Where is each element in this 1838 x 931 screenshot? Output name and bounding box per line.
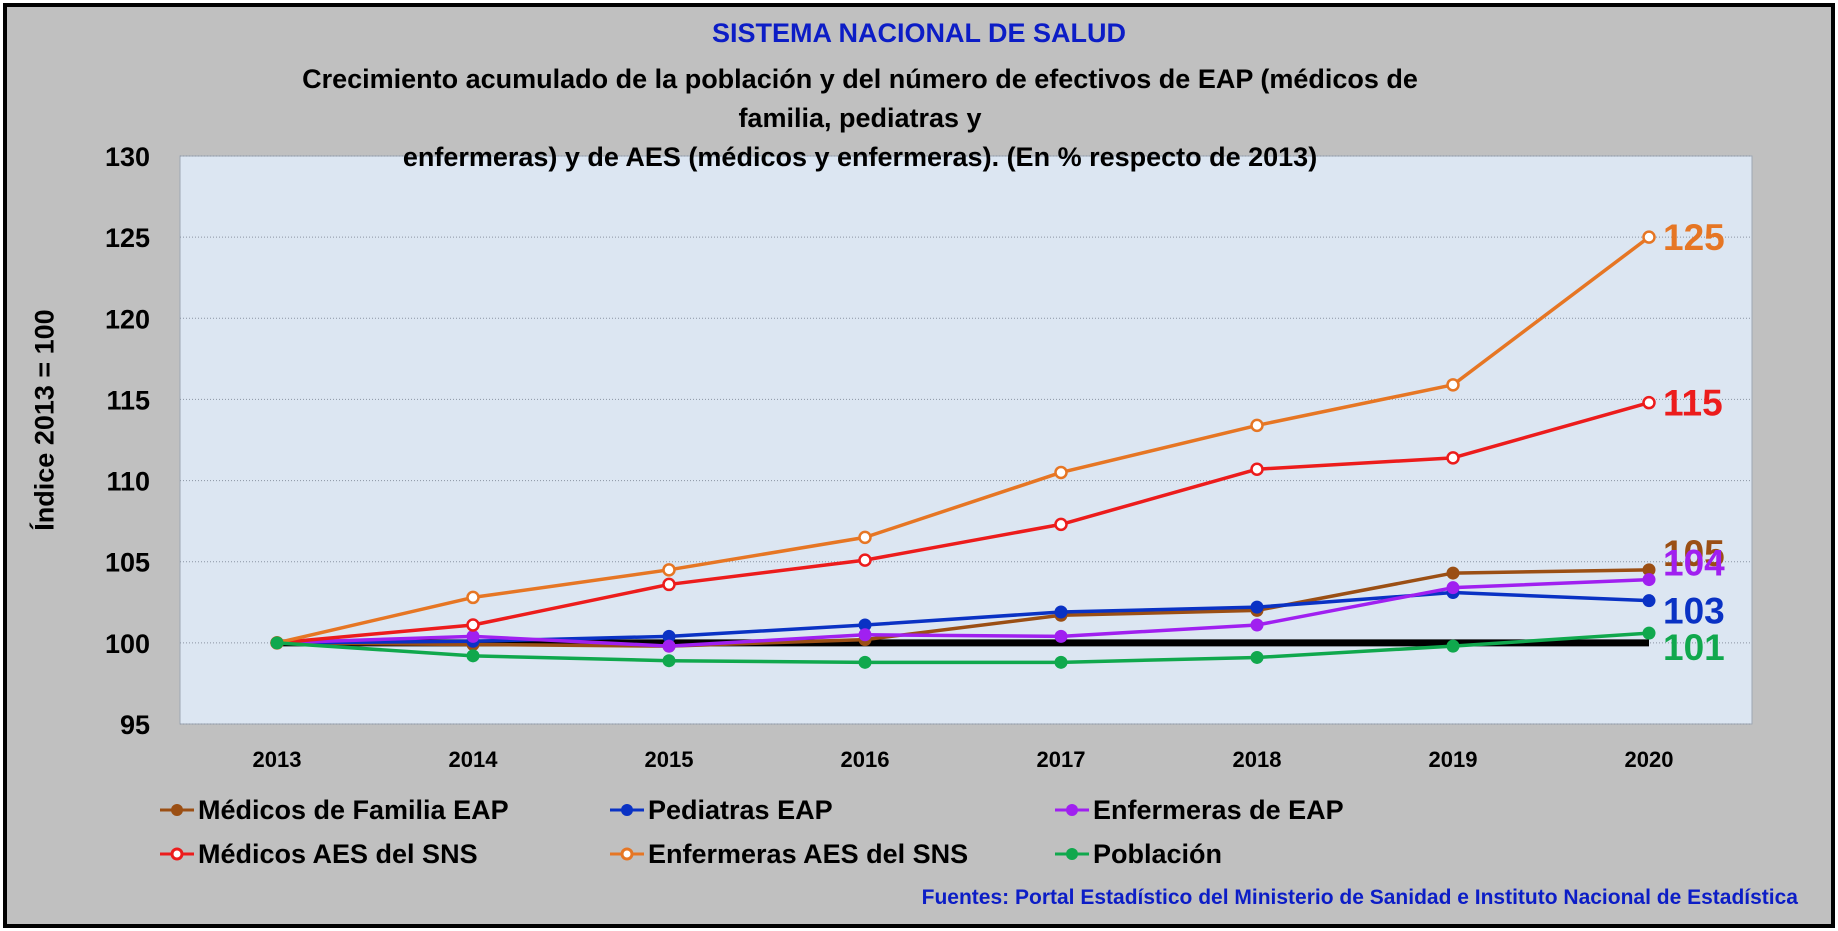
- x-tick-label: 2013: [253, 747, 302, 772]
- data-point: [1250, 462, 1264, 476]
- x-tick-label: 2020: [1625, 747, 1674, 772]
- data-point: [1446, 566, 1460, 580]
- x-tick-label: 2016: [841, 747, 890, 772]
- data-point: [466, 649, 480, 663]
- data-point: [1642, 395, 1656, 410]
- end-value-label: 101: [1663, 627, 1725, 668]
- data-point: [1446, 451, 1460, 465]
- data-point: [662, 654, 676, 668]
- data-point: [466, 629, 480, 643]
- series-line: [276, 577, 1650, 648]
- y-tick-label: 115: [106, 385, 150, 415]
- y-tick-label: 105: [105, 548, 150, 578]
- data-point: [662, 577, 676, 592]
- data-point: [1054, 465, 1068, 480]
- legend-label: Población: [1093, 838, 1223, 869]
- data-point: [1642, 594, 1656, 608]
- legend-label: Médicos de Familia EAP: [198, 794, 509, 825]
- legend-medicos-familia-eap: Médicos de Familia EAP: [160, 795, 509, 825]
- data-point: [1642, 563, 1656, 577]
- legend-medicos-aes: Médicos AES del SNS: [160, 839, 478, 869]
- end-value-label: 115: [1663, 383, 1723, 424]
- data-point: [1446, 378, 1460, 392]
- legend-poblacion: Población: [1055, 839, 1222, 869]
- chart-subtitle: Crecimiento acumulado de la población y …: [270, 60, 1450, 177]
- y-axis-label: Índice 2013 = 100: [29, 309, 60, 531]
- end-value-label: 105: [1663, 533, 1725, 574]
- legend-enfermeras-aes: Enfermeras AES del SNS: [610, 839, 968, 869]
- series-line: [276, 235, 1651, 645]
- data-point: [1054, 655, 1068, 669]
- data-point: [466, 618, 480, 632]
- y-tick-label: 120: [105, 304, 150, 334]
- data-point: [1446, 639, 1460, 653]
- data-point: [858, 553, 872, 567]
- y-tick-label: 95: [120, 710, 150, 740]
- data-point: [662, 629, 676, 643]
- subtitle-line-2: enfermeras) y de AES (médicos y enfermer…: [402, 142, 1318, 172]
- legend-marker-icon: [610, 847, 644, 861]
- legend-label: Enfermeras de EAP: [1093, 794, 1344, 825]
- data-point: [1446, 581, 1460, 595]
- data-point: [1250, 600, 1264, 614]
- legend-label: Enfermeras AES del SNS: [648, 838, 969, 869]
- legend-enfermeras-eap: Enfermeras de EAP: [1055, 795, 1344, 825]
- subtitle-line-1: Crecimiento acumulado de la población y …: [302, 64, 1418, 133]
- series-line: [276, 400, 1650, 645]
- y-tick-label: 110: [106, 467, 150, 497]
- data-point: [662, 563, 676, 577]
- end-value-label: 104: [1663, 543, 1725, 584]
- data-point: [466, 590, 480, 605]
- data-point: [858, 530, 872, 545]
- data-point: [858, 628, 872, 642]
- legend-marker-icon: [160, 804, 194, 816]
- data-point: [1054, 517, 1068, 532]
- source-note: Fuentes: Portal Estadístico del Minister…: [921, 886, 1798, 909]
- data-point: [858, 618, 872, 632]
- y-tick-label: 130: [105, 142, 150, 172]
- legend-marker-icon: [1055, 848, 1089, 860]
- data-point: [1250, 418, 1264, 433]
- end-value-label: 103: [1663, 591, 1725, 632]
- x-tick-label: 2019: [1429, 747, 1478, 772]
- data-point: [1642, 573, 1656, 587]
- end-value-label: 125: [1663, 217, 1725, 258]
- data-point: [1250, 618, 1264, 632]
- data-point: [858, 655, 872, 669]
- y-tick-label: 100: [105, 629, 150, 659]
- legend-marker-icon: [160, 847, 194, 861]
- data-point: [1250, 650, 1264, 664]
- x-tick-label: 2018: [1233, 747, 1282, 772]
- y-tick-label: 125: [105, 223, 150, 253]
- series-line: [276, 631, 1650, 665]
- legend-marker-icon: [1055, 804, 1089, 816]
- data-point: [1642, 626, 1656, 640]
- x-tick-label: 2015: [645, 747, 694, 772]
- x-tick-label: 2014: [449, 747, 499, 772]
- legend-label: Pediatras EAP: [648, 794, 833, 825]
- data-point: [1642, 230, 1656, 244]
- legend-pediatras-eap: Pediatras EAP: [610, 795, 833, 825]
- data-point: [1054, 605, 1068, 619]
- series-line: [276, 568, 1650, 648]
- legend-label: Médicos AES del SNS: [198, 838, 478, 869]
- data-point: [1054, 629, 1068, 643]
- legend-marker-icon: [610, 804, 644, 816]
- x-tick-label: 2017: [1037, 747, 1086, 772]
- chart-title: SISTEMA NACIONAL DE SALUD: [711, 18, 1127, 48]
- data-point: [662, 639, 676, 653]
- data-point: [270, 636, 284, 650]
